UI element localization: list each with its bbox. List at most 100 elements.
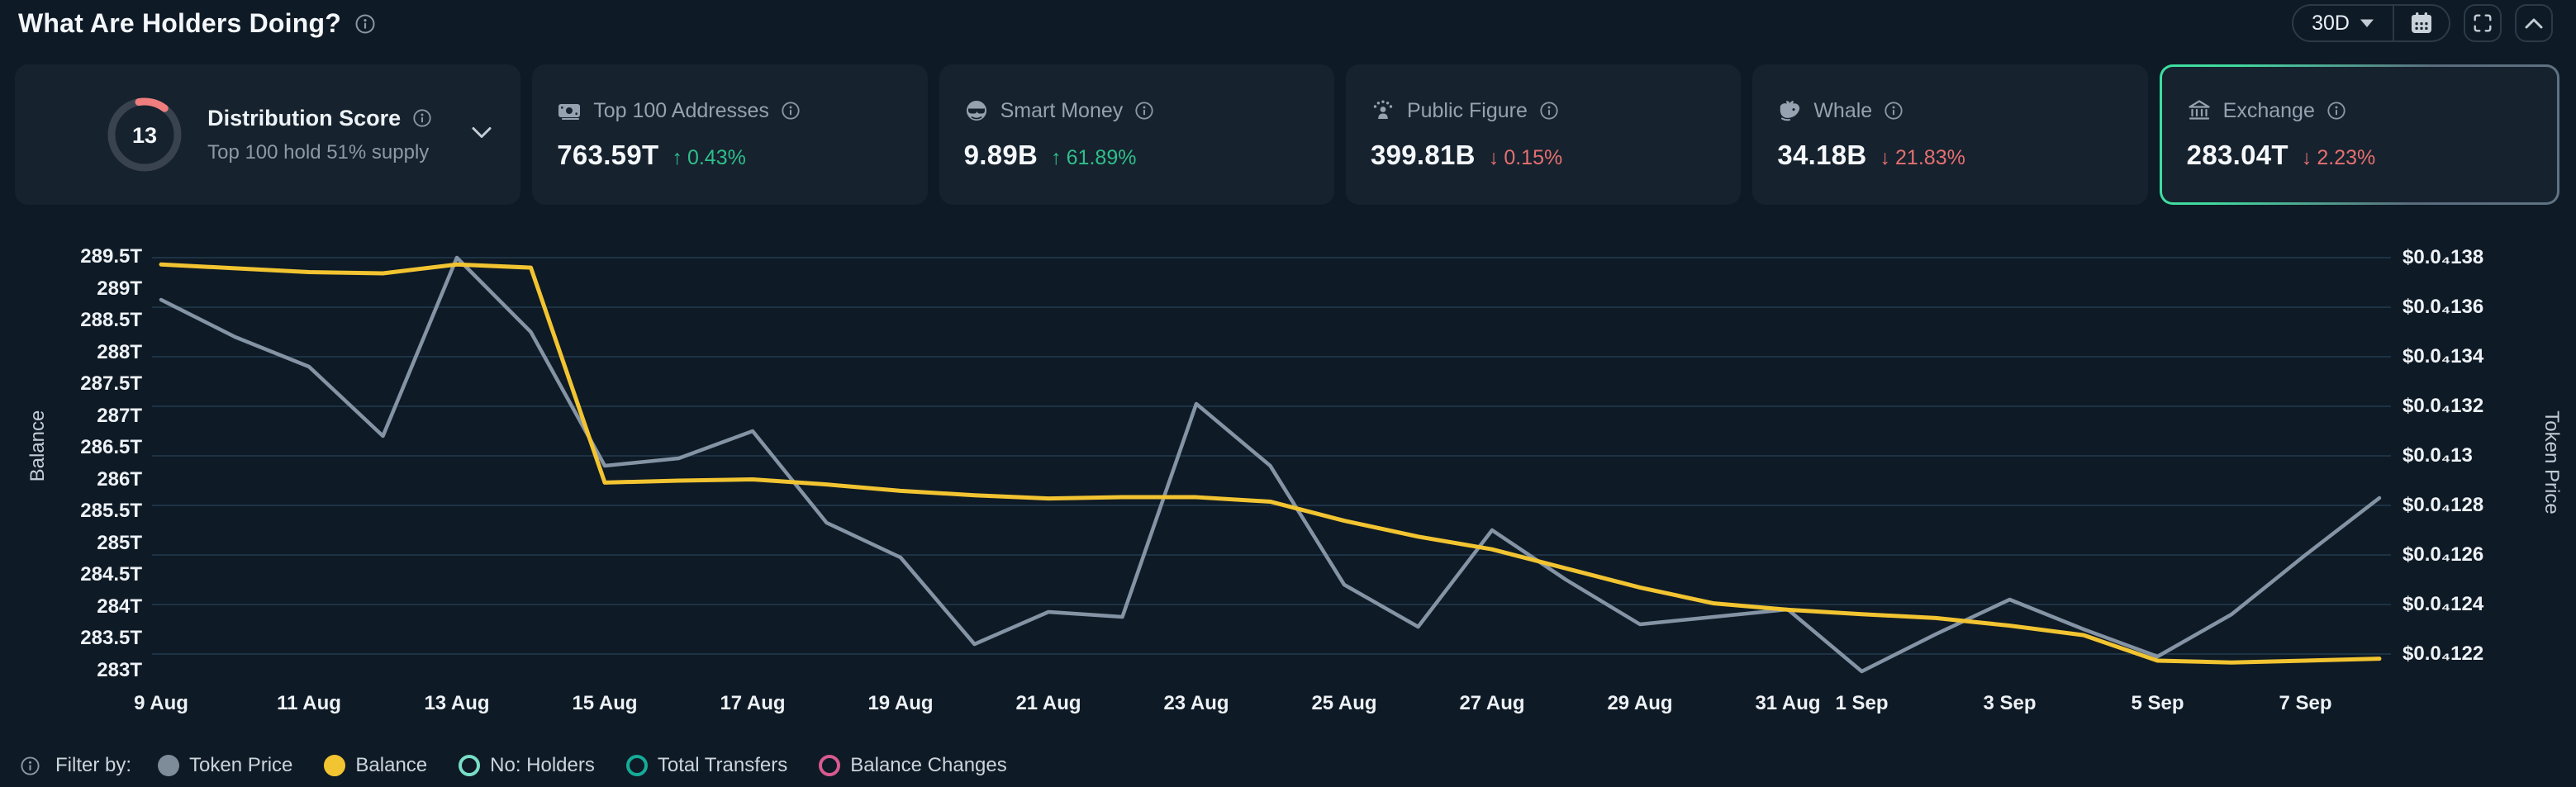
- card-label: Whale: [1813, 98, 1873, 122]
- filter-legend: Filter by: Token Price Balance No: Holders…: [20, 747, 1007, 785]
- legend-label: Balance: [355, 754, 428, 776]
- stat-cards-row: 13 Distribution Score Top 100 hold 51% s…: [15, 64, 2559, 205]
- y-axis-tick-right: $0.0₄128: [2403, 494, 2484, 516]
- y-axis-tick-right: $0.0₄122: [2403, 642, 2484, 665]
- x-axis-tick: 17 Aug: [720, 692, 786, 714]
- change-arrow-icon: ↓: [1488, 146, 1499, 169]
- info-icon[interactable]: [1134, 101, 1154, 121]
- y-axis-tick-left: 288T: [97, 340, 142, 363]
- score-value: 13: [132, 123, 157, 148]
- y-axis-tick-right: $0.0₄126: [2403, 543, 2484, 566]
- widget-header: What Are Holders Doing?: [18, 8, 376, 39]
- x-axis-tick: 23 Aug: [1163, 692, 1229, 714]
- y-axis-tick-left: 288.5T: [80, 309, 142, 331]
- card-smart-money[interactable]: Smart Money 9.89B ↑ 61.89%: [939, 64, 1334, 205]
- left-axis-title: Balance: [26, 410, 49, 482]
- card-distribution-score[interactable]: 13 Distribution Score Top 100 hold 51% s…: [15, 64, 521, 205]
- y-axis-tick-left: 289.5T: [80, 245, 142, 268]
- range-value: 30D: [2312, 11, 2350, 35]
- x-axis-tick: 11 Aug: [277, 692, 341, 714]
- x-axis-tick: 25 Aug: [1311, 692, 1377, 714]
- x-axis-tick: 1 Sep: [1835, 692, 1889, 714]
- card-public-figure[interactable]: Public Figure 399.81B ↓ 0.15%: [1345, 64, 1742, 205]
- card-label: Exchange: [2222, 98, 2315, 122]
- card-whale[interactable]: Whale 34.18B ↓ 21.83%: [1752, 64, 2148, 205]
- divider: [2393, 6, 2394, 40]
- y-axis-tick-right: $0.0₄13: [2403, 444, 2473, 467]
- bank-icon: [2187, 98, 2212, 123]
- card-exchange[interactable]: Exchange 283.04T ↓ 2.23%: [2160, 64, 2559, 205]
- info-icon[interactable]: [1884, 101, 1903, 121]
- x-axis-tick: 31 Aug: [1755, 692, 1821, 714]
- calendar-button[interactable]: [2394, 6, 2449, 40]
- range-selector[interactable]: 30D: [2293, 6, 2393, 40]
- legend-label: Balance Changes: [850, 754, 1007, 776]
- card-change: ↓ 0.15%: [1488, 146, 1563, 169]
- range-selector-group: 30D: [2292, 4, 2450, 42]
- x-axis-tick: 7 Sep: [2279, 692, 2332, 714]
- y-axis-tick-left: 283.5T: [80, 627, 142, 649]
- info-icon[interactable]: [20, 756, 40, 776]
- card-label: Smart Money: [1000, 98, 1124, 122]
- calendar-icon: [2409, 11, 2434, 36]
- legend-swatch: [625, 755, 648, 776]
- y-axis-tick-right: $0.0₄134: [2403, 345, 2484, 367]
- info-icon[interactable]: [781, 101, 801, 121]
- token-price-line: [159, 255, 2382, 674]
- collapse-button[interactable]: [2515, 4, 2553, 42]
- whale-icon: [1777, 98, 1802, 123]
- smart-money-icon: [964, 98, 989, 123]
- x-axis-tick: 19 Aug: [867, 692, 934, 714]
- y-axis-tick-left: 289T: [97, 277, 142, 300]
- info-icon[interactable]: [2326, 101, 2346, 121]
- y-axis-tick-left: 287.5T: [80, 372, 142, 395]
- caret-down-icon: [2360, 18, 2374, 28]
- legend-item-token-price[interactable]: Token Price: [158, 754, 292, 777]
- x-axis-tick: 29 Aug: [1607, 692, 1673, 714]
- y-axis-tick-right: $0.0₄124: [2403, 593, 2484, 615]
- y-axis-tick-left: 283T: [97, 658, 142, 681]
- card-change: ↑ 0.43%: [672, 146, 746, 169]
- x-axis-tick: 13 Aug: [424, 692, 490, 714]
- distribution-score-label: Distribution Score: [207, 105, 402, 130]
- legend-item-balance[interactable]: Balance: [324, 754, 427, 777]
- x-axis-tick: 3 Sep: [1983, 692, 2037, 714]
- card-change: ↓ 2.23%: [2301, 146, 2376, 169]
- score-gauge: 13: [107, 97, 182, 172]
- public-figure-icon: [1371, 98, 1395, 123]
- fullscreen-button[interactable]: [2464, 4, 2502, 42]
- x-axis-tick: 21 Aug: [1015, 692, 1081, 714]
- y-axis-tick-left: 284T: [97, 595, 142, 618]
- legend-swatch: [324, 755, 346, 776]
- banknote-icon: [557, 98, 582, 123]
- y-axis-tick-left: 285T: [97, 531, 142, 554]
- info-icon[interactable]: [354, 13, 376, 35]
- legend-label: Token Price: [189, 754, 293, 776]
- balance-line: [159, 262, 2382, 665]
- y-axis-tick-right: $0.0₄138: [2403, 246, 2484, 268]
- card-label: Top 100 Addresses: [593, 98, 769, 122]
- legend-item-balance-changes[interactable]: Balance Changes: [819, 754, 1007, 777]
- change-arrow-icon: ↑: [1051, 146, 1062, 169]
- info-icon[interactable]: [1539, 101, 1559, 121]
- legend-item-total-transfers[interactable]: Total Transfers: [625, 754, 787, 777]
- card-label: Public Figure: [1406, 98, 1528, 122]
- y-axis-tick-left: 286.5T: [80, 436, 142, 458]
- change-arrow-icon: ↓: [2301, 146, 2312, 169]
- filter-by-label: Filter by:: [55, 754, 132, 776]
- legend-swatch: [158, 755, 180, 776]
- y-axis-tick-left: 285.5T: [80, 500, 142, 522]
- legend-swatch: [459, 755, 481, 776]
- legend-item-no-holders[interactable]: No: Holders: [459, 754, 595, 777]
- change-arrow-icon: ↓: [1880, 146, 1891, 169]
- legend-label: No: Holders: [490, 754, 595, 776]
- card-top-100-addresses[interactable]: Top 100 Addresses 763.59T ↑ 0.43%: [532, 64, 928, 205]
- info-icon[interactable]: [412, 108, 432, 128]
- x-axis-tick: 5 Sep: [2131, 692, 2184, 714]
- x-axis-tick: 27 Aug: [1459, 692, 1525, 714]
- chart-controls: 30D: [2292, 3, 2553, 43]
- chevron-down-icon[interactable]: [471, 126, 492, 144]
- fullscreen-icon: [2472, 12, 2493, 34]
- y-axis-tick-left: 284.5T: [80, 563, 142, 586]
- card-value: 763.59T: [557, 140, 659, 170]
